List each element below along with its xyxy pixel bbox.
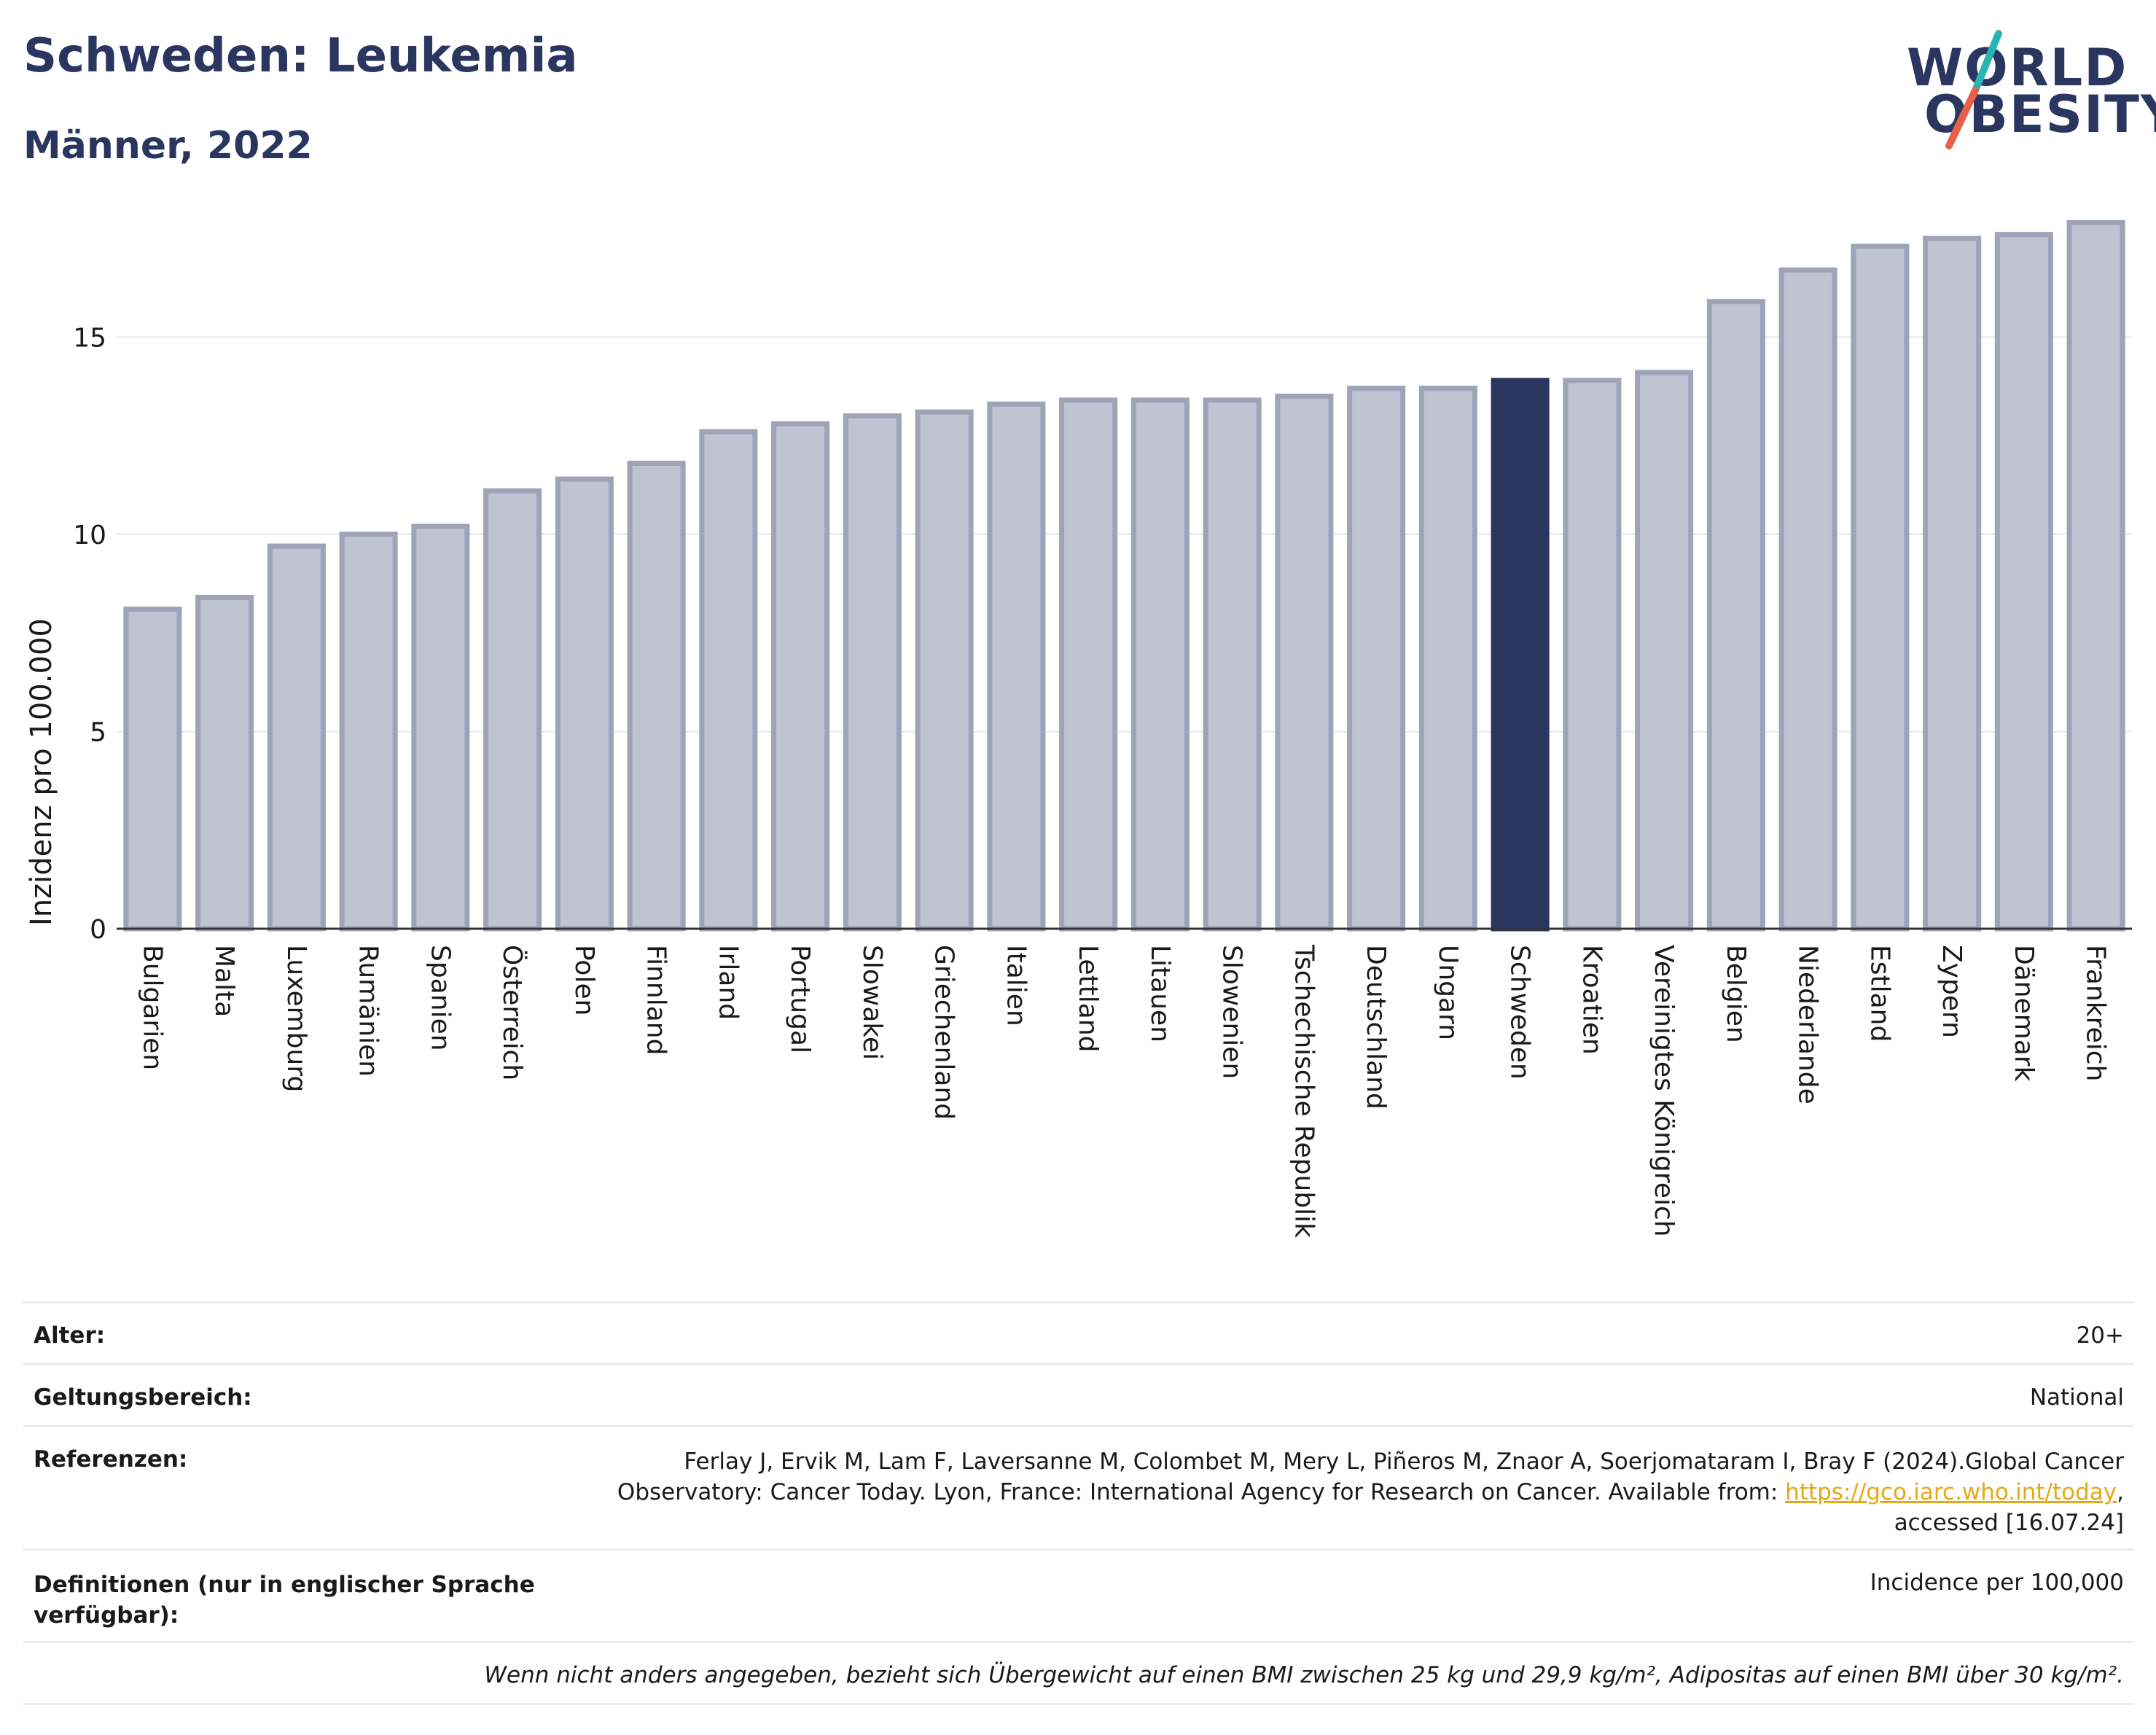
- info-row-references: Referenzen: Ferlay J, Ervik M, Lam F, La…: [23, 1425, 2134, 1548]
- chart-subtitle: Männer, 2022: [23, 124, 313, 168]
- x-tick-label: Slowakei: [857, 945, 887, 1060]
- bar-italien: [987, 401, 1046, 932]
- info-table: Alter: 20+ Geltungsbereich: National Ref…: [23, 1301, 2134, 1705]
- x-tick-label: Lettland: [1073, 945, 1103, 1053]
- x-tick-label: Kroatien: [1577, 945, 1606, 1055]
- references-link[interactable]: https://gco.iarc.who.int/today: [1785, 1479, 2117, 1505]
- x-tick-label: Irland: [713, 945, 743, 1020]
- bar-rumänien: [339, 531, 398, 932]
- x-tick-label: Spanien: [425, 945, 455, 1051]
- x-tick-label: Rumänien: [354, 945, 383, 1077]
- x-tick-label: Bulgarien: [137, 945, 167, 1070]
- bar-deutschland: [1347, 386, 1406, 932]
- x-tick-label: Deutschland: [1361, 945, 1391, 1110]
- bar-kroatien: [1563, 378, 1622, 932]
- y-tick-label: 5: [90, 717, 106, 747]
- info-row-age: Alter: 20+: [23, 1301, 2134, 1363]
- y-axis-label: Inzidenz pro 100.000: [25, 618, 58, 926]
- world-obesity-logo: WORLD OBESITY: [1902, 29, 2156, 153]
- scope-label: Geltungsbereich:: [34, 1384, 252, 1411]
- logo-slash-icon: [1945, 30, 2002, 149]
- bar-spanien: [411, 523, 470, 932]
- references-label: Referenzen:: [34, 1446, 188, 1473]
- age-label: Alter:: [34, 1322, 106, 1349]
- bar-irland: [699, 429, 758, 932]
- bar-vereinigtes-königreich: [1635, 370, 1694, 932]
- chart-title: Schweden: Leukemia: [23, 29, 578, 83]
- bar-belgien: [1706, 299, 1765, 932]
- x-tick-label: Belgien: [1721, 945, 1751, 1043]
- x-tick-label: Zypern: [1937, 945, 1966, 1038]
- bar-niederlande: [1778, 267, 1837, 932]
- references-text: Ferlay J, Ervik M, Lam F, Laversanne M, …: [617, 1449, 2124, 1505]
- bar-dänemark: [1994, 232, 2053, 932]
- x-tick-label: Finnland: [641, 945, 671, 1055]
- bar-zypern: [1923, 235, 1982, 932]
- bar-schweden: [1491, 378, 1550, 932]
- references-accessed: , accessed [16.07.24]: [1894, 1479, 2124, 1536]
- x-tick-label: Tschechische Republik: [1289, 944, 1319, 1238]
- x-tick-label: Griechenland: [929, 945, 959, 1120]
- references-value: Ferlay J, Ervik M, Lam F, Laversanne M, …: [593, 1446, 2124, 1538]
- bar-österreich: [483, 488, 542, 932]
- x-tick-label: Vereinigtes Königreich: [1649, 945, 1679, 1237]
- x-tick-label: Portugal: [785, 945, 815, 1053]
- age-value: 20+: [2076, 1322, 2124, 1349]
- x-tick-label: Österreich: [497, 945, 528, 1080]
- bar-luxemburg: [267, 543, 326, 932]
- info-row-definitions: Definitionen (nur in englischer Sprache …: [23, 1548, 2134, 1641]
- bar-chart: 0 5 10 15 Bulgarien Malta Luxemburg Rumänien Spa…: [73, 219, 2132, 1238]
- bar-lettland: [1059, 397, 1118, 932]
- definitions-value: Incidence per 100,000: [1870, 1570, 2124, 1596]
- info-row-note: Wenn nicht anders angegeben, bezieht sic…: [23, 1641, 2134, 1705]
- x-tick-label: Polen: [569, 945, 599, 1015]
- x-tick-label: Niederlande: [1793, 945, 1823, 1104]
- bar-finnland: [627, 460, 686, 932]
- bar-polen: [555, 476, 614, 932]
- x-tick-label: Schweden: [1505, 945, 1535, 1080]
- bar-slowenien: [1203, 397, 1262, 932]
- bmi-note: Wenn nicht anders angegeben, bezieht sic…: [484, 1662, 2124, 1688]
- x-tick-label: Ungarn: [1433, 945, 1463, 1040]
- bar-bulgarien: [123, 607, 182, 932]
- bar-estland: [1851, 243, 1910, 932]
- x-tick-label: Malta: [209, 945, 239, 1017]
- x-tick-label: Litauen: [1145, 945, 1175, 1042]
- x-tick-label: Dänemark: [2009, 945, 2039, 1082]
- bar-tschechische-republik: [1275, 394, 1334, 932]
- bar-ungarn: [1418, 386, 1477, 932]
- x-tick-label: Luxemburg: [281, 945, 311, 1092]
- scope-value: National: [2029, 1384, 2124, 1411]
- info-row-scope: Geltungsbereich: National: [23, 1363, 2134, 1425]
- x-tick-label: Italien: [1001, 945, 1031, 1026]
- bar-malta: [195, 594, 254, 932]
- bar-litauen: [1130, 397, 1190, 932]
- y-tick-label: 10: [73, 520, 106, 550]
- bar-frankreich: [2066, 219, 2125, 932]
- y-tick-label: 0: [90, 915, 106, 945]
- bar-portugal: [771, 421, 830, 932]
- x-tick-label: Frankreich: [2081, 945, 2111, 1081]
- logo-line-world: WORLD: [1907, 38, 2128, 98]
- definitions-label: Definitionen (nur in englischer Sprache …: [34, 1572, 535, 1629]
- x-tick-label: Estland: [1864, 945, 1894, 1042]
- y-tick-label: 15: [73, 323, 106, 353]
- x-tick-label: Slowenien: [1217, 945, 1247, 1079]
- bar-slowakei: [843, 413, 902, 932]
- bar-griechenland: [915, 409, 974, 932]
